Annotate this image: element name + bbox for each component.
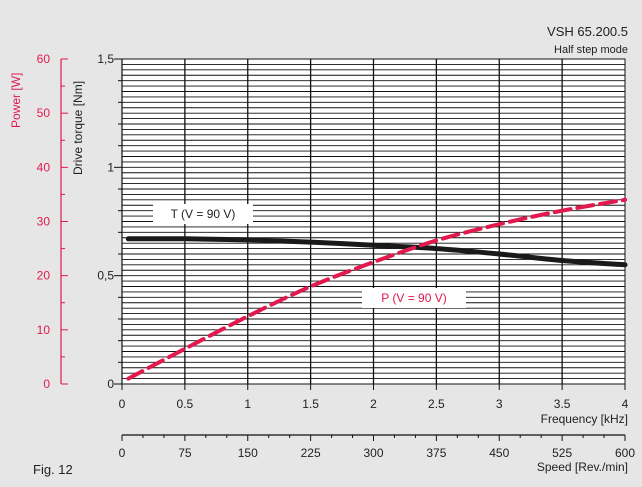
speed-tick-label: 75: [178, 446, 192, 460]
power-tick-label: 0: [43, 377, 50, 391]
frequency-tick-label: 1: [244, 397, 251, 411]
frequency-tick-label: 0.5: [177, 397, 194, 411]
power-curve: [126, 197, 627, 381]
power-axis-title: Power [W]: [9, 73, 23, 128]
series-group: [125, 197, 628, 381]
torque-axis-title: Drive torque [Nm]: [71, 81, 85, 175]
torque-curve: [125, 236, 628, 268]
speed-tick-label: 525: [552, 446, 572, 460]
speed-tick-label: 0: [119, 446, 126, 460]
frequency-tick-label: 2.5: [428, 397, 445, 411]
speed-tick-label: 225: [301, 446, 321, 460]
torque-tick-label: 1,5: [97, 52, 114, 66]
speed-tick-label: 150: [238, 446, 258, 460]
torque-tick-label: 1: [107, 160, 114, 174]
power-tick-label: 60: [37, 52, 51, 66]
frequency-tick-label: 0: [119, 397, 126, 411]
power-tick-label: 50: [37, 106, 51, 120]
speed-axis-title: Speed [Rev./min]: [537, 460, 628, 474]
frequency-tick-label: 1.5: [302, 397, 319, 411]
speed-tick-label: 600: [615, 446, 635, 460]
frequency-tick-label: 4: [622, 397, 629, 411]
power-series-label: P (V = 90 V): [381, 291, 446, 305]
frequency-axis-title: Frequency [kHz]: [541, 412, 628, 426]
torque-tick-label: 0,5: [97, 269, 114, 283]
torque-series-label-box: [153, 204, 253, 224]
figure-label: Fig. 12: [33, 462, 73, 477]
power-tick-label: 30: [37, 215, 51, 229]
frequency-tick-label: 3.5: [554, 397, 571, 411]
chart-title: VSH 65.200.5: [547, 24, 628, 39]
frequency-tick-label: 2: [370, 397, 377, 411]
chart-subtitle: Half step mode: [554, 44, 628, 56]
speed-tick-label: 300: [363, 446, 383, 460]
torque-tick-label: 0: [107, 377, 114, 391]
axes: [60, 58, 626, 441]
power-tick-label: 40: [37, 160, 51, 174]
frequency-tick-label: 3: [496, 397, 503, 411]
power-tick-label: 10: [37, 323, 51, 337]
speed-tick-label: 450: [489, 446, 509, 460]
power-series-label-box: [362, 288, 466, 308]
torque-series-label: T (V = 90 V): [171, 207, 236, 221]
power-tick-label: 20: [37, 269, 51, 283]
speed-tick-label: 375: [426, 446, 446, 460]
